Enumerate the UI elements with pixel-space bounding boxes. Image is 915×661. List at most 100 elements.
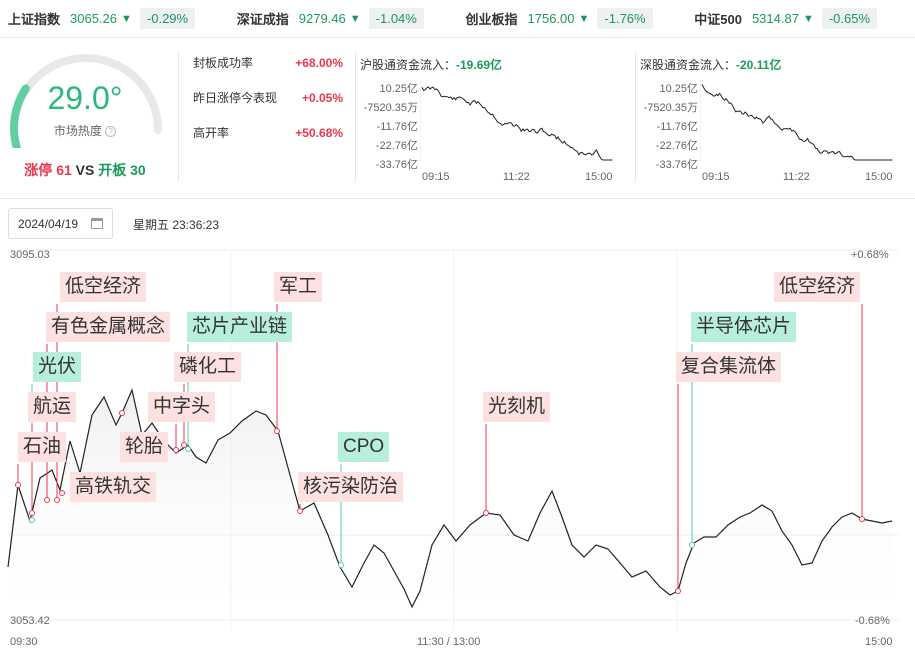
limit-up-label: 涨停 [24,162,53,178]
tag-point [29,517,35,523]
concept-tag[interactable]: 中字头 [148,392,216,422]
flow-title-label: 深股通资金流入： [640,58,737,72]
price-top: 3095.03 [10,249,50,261]
y-tick: -7520.35万 [643,102,698,114]
time-mid: 11:30 / 13:00 [417,636,481,648]
vs-label: VS [75,162,95,178]
divider [355,52,356,182]
y-tick: -33.76亿 [375,159,418,171]
open-count: 30 [130,162,146,178]
flow-line [421,86,613,161]
heat-value: 29.0° [47,80,123,116]
limit-up-count: 61 [56,162,72,178]
y-tick: -33.76亿 [655,159,698,171]
concept-tag[interactable]: 高铁轨交 [70,472,157,502]
concept-tag[interactable]: 芯片产业链 [187,312,293,342]
concept-tag[interactable]: 半导体芯片 [691,312,797,342]
concept-tag[interactable]: CPO [338,432,390,462]
y-tick: -22.76亿 [655,140,698,152]
time-end: 15:00 [865,636,893,648]
tag-point [44,497,50,503]
tag-point [173,447,179,453]
concept-tag[interactable]: 有色金属概念 [46,312,171,342]
flow-line [701,84,893,161]
tag-point [29,510,35,516]
calendar-icon[interactable] [91,218,103,229]
concept-tag[interactable]: 光刻机 [483,392,551,422]
pct-bottom: -0.68% [855,615,890,627]
flow-title-value: -20.11亿 [736,58,782,72]
concept-tag[interactable]: 军工 [274,272,323,302]
down-arrow-icon: ▼ [802,12,814,25]
index-bar: 上证指数 3065.26 ▼ -0.29% 深证成指 9279.46 ▼ -1.… [0,0,915,38]
x-tick: 11:22 [503,171,530,183]
tag-point [338,562,344,568]
date-picker[interactable]: 2024/04/19 [8,208,113,239]
concept-tag[interactable]: 磷化工 [174,352,242,382]
flow-title: 沪股通资金流入：-19.69亿 [360,56,502,73]
stat-value: +68.00% [295,56,343,70]
down-arrow-icon: ▼ [578,12,590,25]
limit-compare: 涨停 61 VS 开板 30 [0,160,170,180]
stat-row: 封板成功率 +68.00% [193,50,343,85]
tag-point [181,442,187,448]
stat-value: +50.68% [295,126,343,140]
concept-tag[interactable]: 低空经济 [774,272,861,302]
y-tick: -22.76亿 [375,140,418,152]
pct-top: +0.68% [851,249,889,261]
weekday-time: 星期五 23:36:23 [133,218,220,232]
price-bottom: 3053.42 [10,615,50,627]
concept-tag[interactable]: 轮胎 [120,432,169,462]
market-heat-panel: 29.0° 市场热度 ? 涨停 61 VS 开板 30 [0,38,178,188]
x-tick: 15:00 [865,171,893,183]
divider [178,52,179,182]
flow-line-svg [700,80,893,162]
divider [0,198,915,199]
index-change: -1.76% [597,8,653,29]
stats-panel: 封板成功率 +68.00% 昨日涨停今表现 +0.05% 高开率 +50.68% [193,50,343,155]
stat-row: 高开率 +50.68% [193,120,343,155]
down-arrow-icon: ▼ [121,12,132,25]
tag-point [54,497,60,503]
index-item[interactable]: 上证指数 3065.26 ▼ -0.29% [0,8,229,29]
index-value: 9279.46 [298,11,346,26]
tag-point [483,510,489,516]
index-name: 中证500 [694,12,742,27]
tag-point [297,508,303,514]
tag-point [15,482,21,488]
stat-row: 昨日涨停今表现 +0.05% [193,85,343,120]
y-tick: -11.76亿 [376,121,418,133]
heat-label: 市场热度 [53,124,102,138]
concept-tag[interactable]: 航运 [28,392,77,422]
sz-flow-chart: 深股通资金流入：-20.11亿 10.25亿 -7520.35万 -11.76亿… [640,50,910,190]
concept-tag[interactable]: 核污染防治 [298,472,404,502]
tag-point [689,542,695,548]
concept-tag[interactable]: 复合集流体 [676,352,782,382]
concept-tag[interactable]: 光伏 [33,352,82,382]
index-item[interactable]: 创业板指 1756.00 ▼ -1.76% [458,8,687,29]
open-label: 开板 [98,162,127,178]
stat-label: 昨日涨停今表现 [193,91,278,105]
price-area [8,390,892,625]
tag-point [119,410,125,416]
gauge-fill [10,84,30,148]
time-start: 09:30 [10,636,38,648]
flow-title: 深股通资金流入：-20.11亿 [640,56,781,73]
index-name: 上证指数 [8,12,61,27]
x-tick: 11:22 [783,171,810,183]
y-tick: -11.76亿 [656,121,698,133]
tag-point [675,588,681,594]
tag-point [859,516,865,522]
info-icon[interactable]: ? [105,126,117,138]
x-tick: 15:00 [585,171,613,183]
index-change: -0.65% [821,8,878,29]
index-item[interactable]: 中证500 5314.87 ▼ -0.65% [686,8,915,29]
stat-label: 封板成功率 [193,56,254,70]
index-value: 3065.26 [70,11,118,26]
flow-title-value: -19.69亿 [456,58,503,72]
flow-line-svg [420,80,613,162]
index-item[interactable]: 深证成指 9279.46 ▼ -1.04% [229,8,458,29]
concept-tag[interactable]: 石油 [18,432,67,462]
concept-tag[interactable]: 低空经济 [60,272,147,302]
index-change: -0.29% [139,8,196,29]
